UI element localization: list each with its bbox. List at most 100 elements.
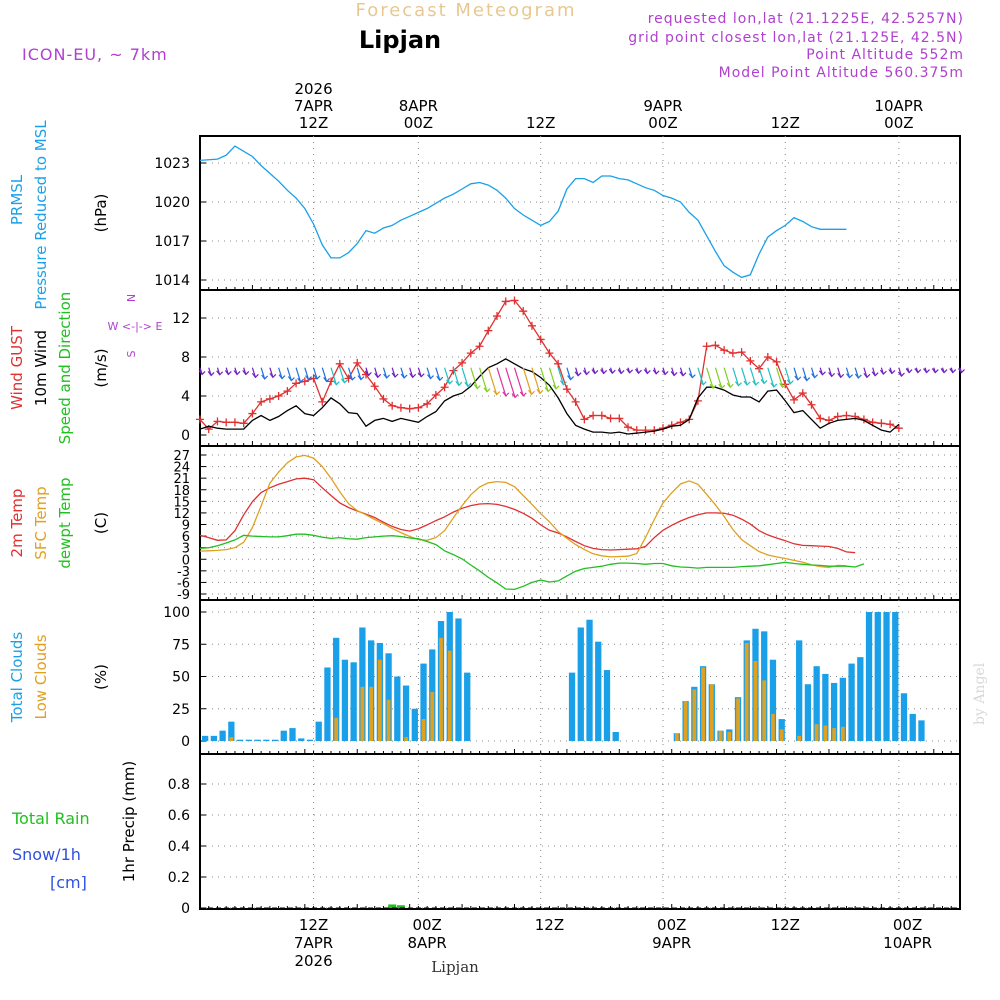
- wind-arrowhead: [752, 380, 760, 386]
- wind-arrow: [278, 367, 283, 379]
- panel-frame: [199, 753, 961, 910]
- compass-we: W <-|-> E: [108, 320, 163, 333]
- wind-arrowhead: [734, 381, 742, 387]
- gust-marker: [519, 307, 528, 316]
- gust-marker: [571, 397, 580, 406]
- wind-arrowhead: [914, 368, 922, 374]
- wind-arrow: [426, 367, 432, 379]
- wind-arrow: [505, 367, 516, 398]
- wind-arrowhead: [269, 372, 277, 379]
- legend-label: Pressure Reduced to MSL: [32, 120, 50, 310]
- rain-bar: [396, 905, 405, 908]
- total-cloud-bar: [263, 739, 270, 741]
- wind-arrow: [802, 367, 808, 381]
- low-cloud-bar: [674, 733, 679, 741]
- gust-marker: [842, 411, 851, 420]
- gust-marker: [833, 412, 842, 421]
- gust-marker: [222, 418, 231, 427]
- compass-south: S: [125, 350, 138, 357]
- low-cloud-bar: [753, 661, 758, 741]
- wind-arrowhead: [770, 382, 778, 388]
- low-cloud-bar: [709, 684, 714, 741]
- wind-arrowhead: [635, 368, 642, 375]
- gust-marker: [379, 394, 388, 403]
- gust-marker: [589, 411, 598, 420]
- y-tick-label: 4: [181, 389, 190, 405]
- y-tick-label: 12: [172, 311, 190, 327]
- wind-arrowhead: [297, 377, 305, 384]
- total-cloud-bar: [228, 721, 235, 741]
- wind-arrow: [723, 367, 731, 388]
- series-line: [199, 358, 900, 435]
- gust-marker: [816, 414, 825, 423]
- rain-bar: [388, 904, 397, 908]
- low-cloud-bar: [701, 667, 705, 741]
- wind-arrowhead: [455, 380, 463, 387]
- wind-arrowhead: [643, 369, 651, 375]
- total-cloud-bar: [892, 612, 899, 741]
- total-cloud-bar: [822, 673, 829, 741]
- wind-arrowhead: [233, 370, 241, 376]
- wind-arrowhead: [940, 368, 948, 374]
- wind-arrowhead: [391, 372, 399, 378]
- gust-marker: [196, 415, 204, 424]
- gust-marker: [720, 346, 729, 355]
- y-tick-label: 0: [181, 428, 190, 444]
- wind-arrowhead: [567, 375, 575, 381]
- gust-marker: [440, 383, 449, 392]
- wind-arrowhead: [502, 391, 510, 397]
- top-time-label: 7APR: [294, 97, 333, 115]
- wind-arrow: [487, 367, 498, 395]
- total-cloud-bar: [586, 619, 593, 741]
- y-tick-label: 0: [182, 553, 190, 568]
- gust-marker: [466, 349, 475, 358]
- model-label: ICON-EU, ~ 7km: [22, 45, 168, 64]
- wind-arrowhead: [863, 372, 871, 379]
- gust-marker: [851, 412, 860, 421]
- wind-arrowhead: [688, 373, 696, 379]
- wind-arrowhead: [364, 371, 372, 377]
- gust-marker: [807, 400, 816, 409]
- total-cloud-bar: [918, 720, 925, 741]
- y-tick-label: 50: [172, 670, 190, 686]
- gust-marker: [292, 379, 301, 388]
- wind-arrowhead: [582, 370, 590, 376]
- top-time-label: 10APR: [874, 97, 923, 115]
- wind-arrow: [312, 367, 318, 380]
- gust-marker: [370, 382, 379, 391]
- gust-marker: [763, 353, 772, 361]
- gust-marker: [536, 335, 545, 344]
- wind-arrowhead: [811, 373, 819, 379]
- panel-frame: [199, 135, 961, 291]
- low-cloud-bar: [823, 725, 828, 741]
- gust-marker: [405, 404, 414, 413]
- low-cloud-bar: [718, 730, 723, 741]
- total-cloud-bar: [315, 721, 322, 741]
- y-tick-label: -9: [177, 588, 190, 603]
- gust-marker: [265, 394, 274, 403]
- y-tick-label: 12: [173, 507, 190, 522]
- gust-marker: [877, 419, 886, 428]
- wind-arrowhead: [854, 373, 862, 379]
- low-cloud-bar: [683, 701, 688, 741]
- legend-label: Total Clouds: [8, 632, 26, 724]
- wind-arrow: [758, 367, 765, 384]
- wind-arrowhead: [879, 369, 887, 376]
- total-cloud-bar: [796, 640, 803, 741]
- legend-label: PRMSL: [8, 174, 26, 225]
- bottom-time-label: 00Z: [657, 916, 686, 934]
- wind-arrow: [741, 367, 748, 386]
- wind-arrow: [732, 367, 740, 386]
- low-cloud-bar: [832, 728, 836, 741]
- gust-marker: [711, 341, 720, 350]
- bottom-time-label: 12Z: [535, 916, 564, 934]
- gust-marker: [230, 418, 239, 427]
- total-cloud-bar: [813, 666, 820, 741]
- bottom-time-label: 12Z: [771, 916, 800, 934]
- wind-arrow: [513, 367, 524, 397]
- wind-arrow: [339, 367, 346, 383]
- wind-arrowhead: [931, 368, 939, 374]
- total-cloud-bar: [464, 672, 471, 741]
- wind-arrowhead: [591, 369, 599, 375]
